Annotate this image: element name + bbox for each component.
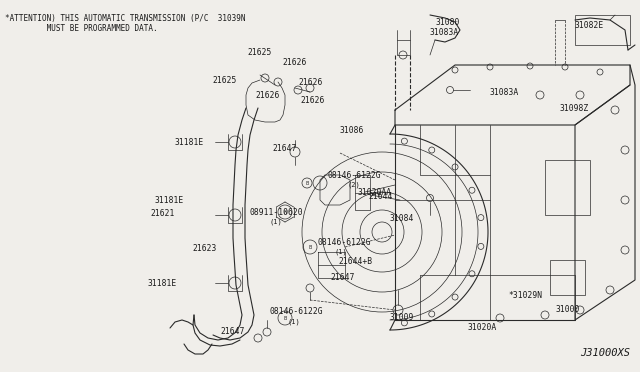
Text: *ATTENTION) THIS AUTOMATIC TRANSMISSION (P/C  31039N: *ATTENTION) THIS AUTOMATIC TRANSMISSION …: [5, 13, 246, 22]
Text: 21647: 21647: [220, 327, 244, 337]
Text: 31020AA: 31020AA: [358, 187, 392, 196]
Text: 31083A: 31083A: [430, 28, 460, 36]
Text: 21647: 21647: [272, 144, 296, 153]
Text: 21647: 21647: [330, 273, 355, 282]
Text: 31020A: 31020A: [468, 324, 497, 333]
Text: 31080: 31080: [436, 17, 460, 26]
Text: 21623: 21623: [192, 244, 216, 253]
Text: 31084: 31084: [390, 214, 414, 222]
Text: B: B: [308, 244, 312, 250]
Text: 08146-6122G: 08146-6122G: [318, 237, 372, 247]
Text: 31098Z: 31098Z: [560, 103, 589, 112]
Text: 21626: 21626: [300, 96, 324, 105]
Text: (1): (1): [288, 319, 301, 325]
Text: (1): (1): [270, 219, 283, 225]
Text: 21625: 21625: [212, 76, 236, 84]
Text: 31000: 31000: [556, 305, 580, 314]
Text: *31029N: *31029N: [508, 291, 542, 299]
Text: 21626: 21626: [282, 58, 307, 67]
Text: 31083A: 31083A: [490, 87, 519, 96]
Text: 21621: 21621: [150, 208, 174, 218]
Text: (2): (2): [348, 182, 361, 188]
Text: 31009: 31009: [390, 314, 414, 323]
Text: 08146-6122G: 08146-6122G: [328, 170, 381, 180]
Text: (1): (1): [335, 249, 348, 255]
Text: 08911-10620: 08911-10620: [250, 208, 303, 217]
Text: MUST BE PROGRAMMED DATA.: MUST BE PROGRAMMED DATA.: [5, 23, 157, 32]
Text: B: B: [284, 315, 287, 321]
Text: B: B: [305, 180, 308, 186]
Text: 21644: 21644: [368, 192, 392, 201]
Text: 08146-6122G: 08146-6122G: [270, 308, 324, 317]
Text: 21644+B: 21644+B: [338, 257, 372, 266]
Text: 31086: 31086: [340, 125, 364, 135]
Text: 21625: 21625: [247, 48, 271, 57]
Text: 31082E: 31082E: [575, 20, 604, 29]
Text: 31181E: 31181E: [148, 279, 177, 288]
Text: N: N: [283, 209, 287, 215]
Bar: [550, 260, 585, 295]
Text: 21626: 21626: [298, 77, 323, 87]
Text: 31181E: 31181E: [155, 196, 184, 205]
Bar: [575, 15, 630, 45]
Text: J31000XS: J31000XS: [580, 348, 630, 358]
Text: 21626: 21626: [255, 90, 280, 99]
Text: 31181E: 31181E: [175, 138, 204, 147]
Bar: [545, 160, 590, 215]
